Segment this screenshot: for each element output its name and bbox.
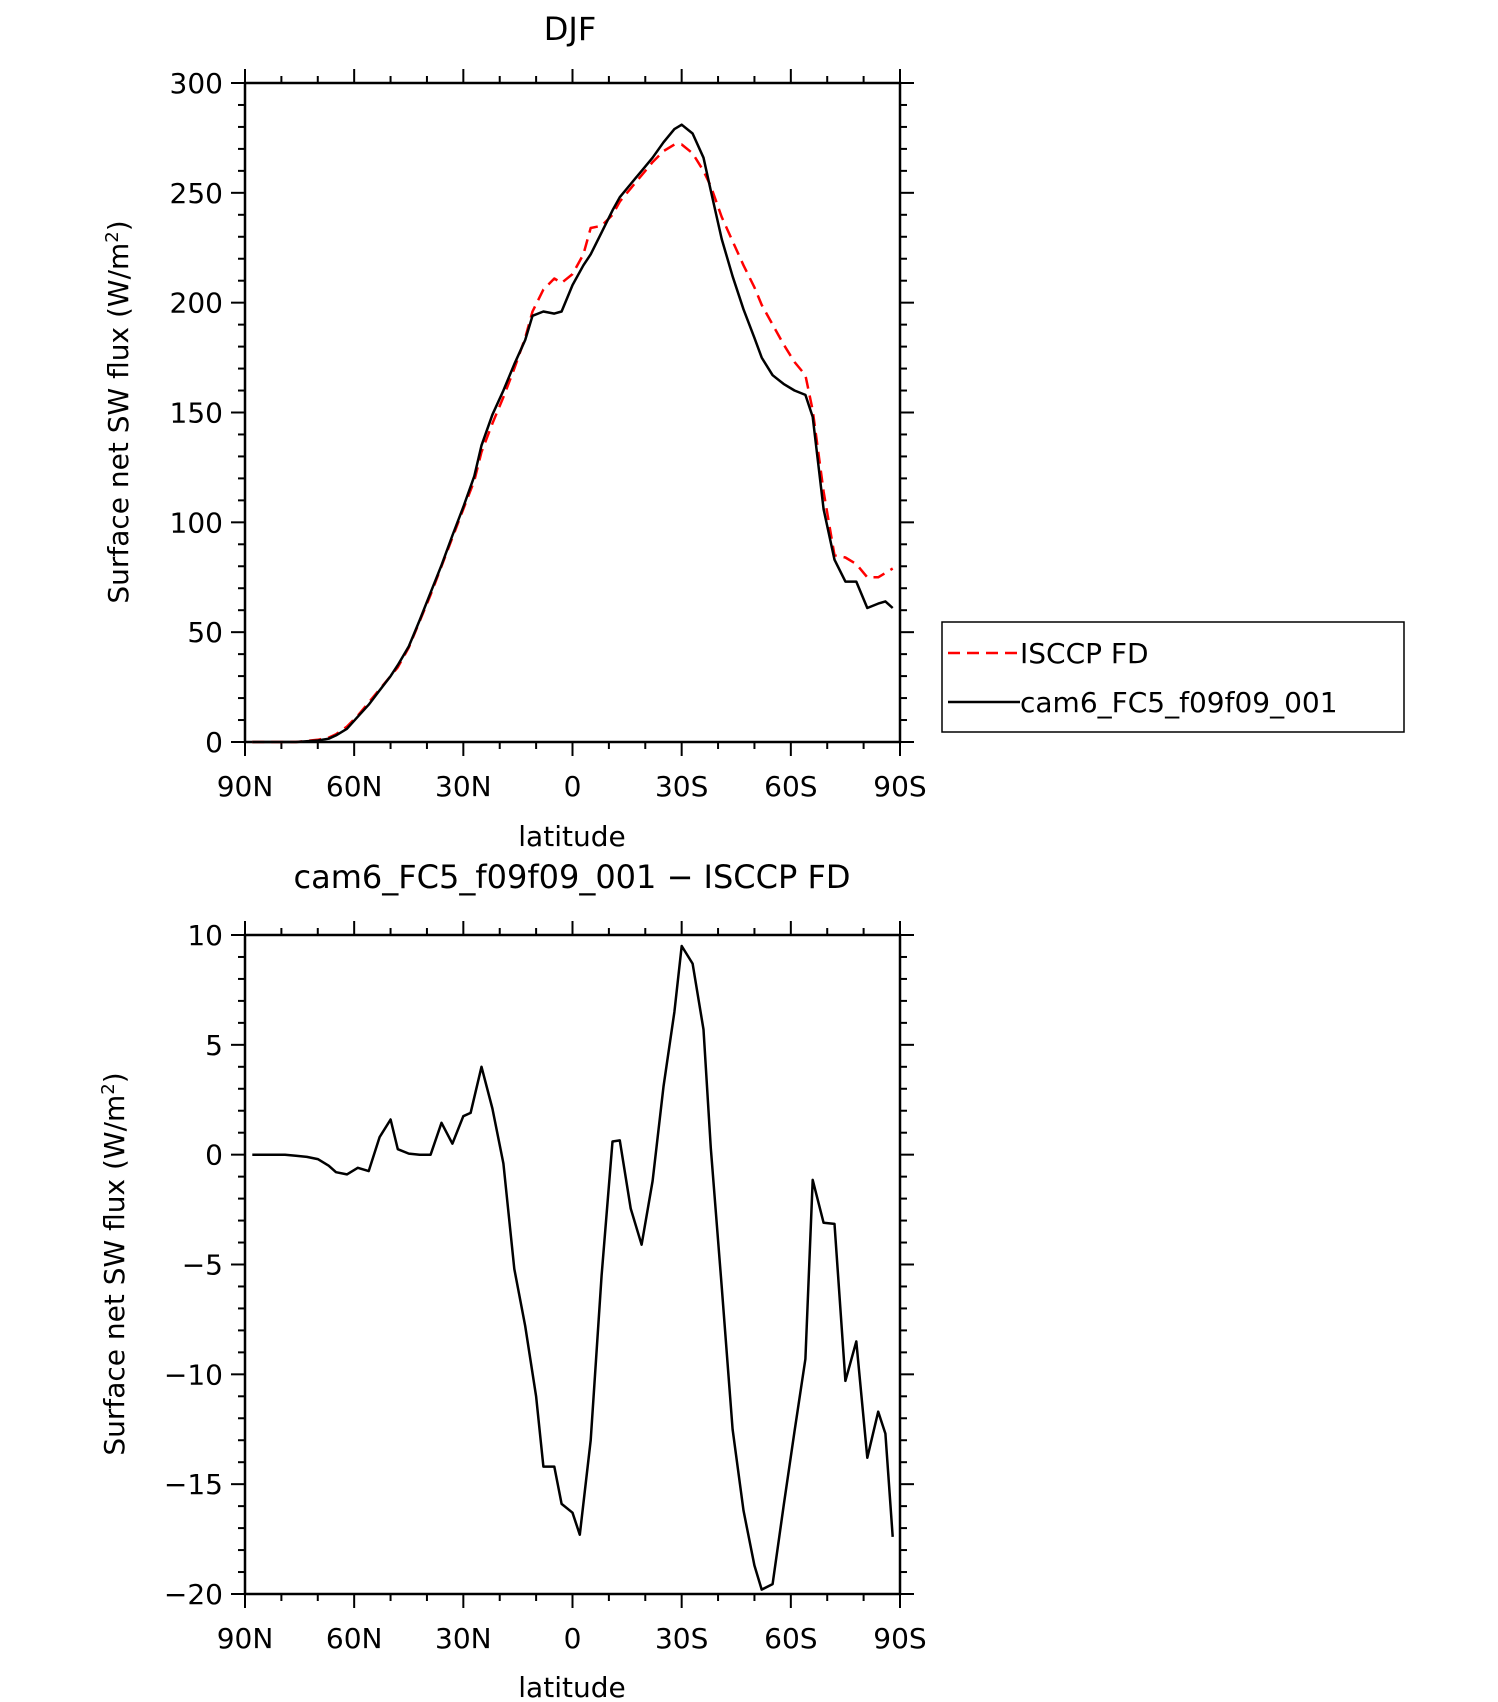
x-tick-label: 60N	[326, 1622, 383, 1655]
series-line-1	[252, 123, 894, 744]
y-tick-label: 5	[205, 1029, 223, 1062]
chart-title: DJF	[544, 10, 596, 48]
y-axis-label-close: )	[102, 220, 135, 231]
x-axis-label: latitude	[518, 820, 625, 853]
y-tick-label: 10	[187, 919, 223, 952]
x-tick-label: 30S	[655, 770, 708, 803]
y-tick-label: 50	[187, 616, 223, 649]
x-axis-label: latitude	[518, 1671, 625, 1702]
legend-label-cam6: cam6_FC5_f09f09_001	[1020, 686, 1338, 719]
tick-marks	[231, 69, 914, 756]
y-tick-label: 200	[170, 287, 223, 320]
y-tick-label: 150	[170, 397, 223, 430]
x-tick-label: 60N	[326, 770, 383, 803]
y-tick-label: 250	[170, 177, 223, 210]
y-tick-label: −20	[164, 1578, 223, 1611]
tick-labels: 90N 60N 30N 0 30S 60S 90S −20 −15 −10 −5 0 5 10	[164, 919, 927, 1655]
chart-title: cam6_FC5_f09f09_001 − ISCCP FD	[294, 858, 851, 896]
legend-label-isccp-fd: ISCCP FD	[1020, 637, 1149, 670]
x-tick-label: 90N	[217, 770, 274, 803]
y-axis-label-superscript: 2	[98, 1083, 119, 1094]
chart-djf: DJF 90N 60N 30N 0 30S 60S 90S 0 50 100 150 200 250 30…	[102, 10, 1405, 853]
series-lines	[252, 944, 894, 1591]
x-tick-label: 0	[564, 1622, 582, 1655]
y-axis-label: Surface net SW flux (W/m2)	[102, 220, 135, 603]
x-tick-label: 90S	[873, 770, 926, 803]
x-tick-label: 90S	[873, 1622, 926, 1655]
y-tick-label: −15	[164, 1468, 223, 1501]
plot-frame	[243, 81, 902, 744]
x-tick-label: 60S	[764, 770, 817, 803]
tick-marks	[231, 921, 914, 1608]
legend-box	[941, 621, 1405, 733]
y-axis-label-main: Surface net SW flux (W/m	[98, 1095, 131, 1456]
legend: ISCCP FD cam6_FC5_f09f09_001	[941, 621, 1405, 733]
series-lines	[252, 123, 894, 744]
x-tick-label: 30N	[435, 1622, 492, 1655]
chart-difference: cam6_FC5_f09f09_001 − ISCCP FD 90N 60N 30N…	[98, 858, 927, 1702]
series-line-0	[252, 944, 894, 1591]
x-tick-label: 60S	[764, 1622, 817, 1655]
series-line-0	[252, 143, 894, 744]
y-tick-label: 0	[205, 1139, 223, 1172]
y-tick-label: 300	[170, 67, 223, 100]
y-axis-label-main: Surface net SW flux (W/m	[102, 243, 135, 604]
tick-labels: 90N 60N 30N 0 30S 60S 90S 0 50 100 150 200 250 300	[170, 67, 927, 803]
x-tick-label: 30S	[655, 1622, 708, 1655]
plot-frame	[243, 933, 902, 1596]
x-tick-label: 0	[564, 770, 582, 803]
x-tick-label: 30N	[435, 770, 492, 803]
y-tick-label: 0	[205, 726, 223, 759]
y-tick-label: −10	[164, 1358, 223, 1391]
y-axis-label-close: )	[98, 1072, 131, 1083]
x-tick-label: 90N	[217, 1622, 274, 1655]
y-tick-label: −5	[182, 1249, 223, 1282]
y-tick-label: 100	[170, 506, 223, 539]
y-axis-label: Surface net SW flux (W/m2)	[98, 1072, 131, 1455]
y-axis-label-superscript: 2	[102, 231, 123, 242]
